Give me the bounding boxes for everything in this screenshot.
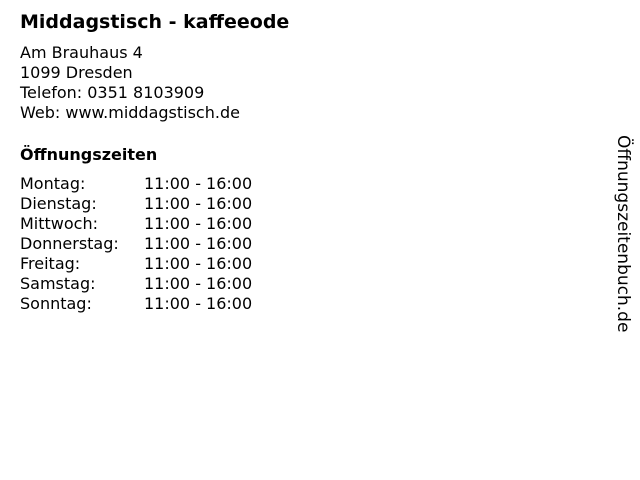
time: 11:00 - 16:00 (144, 254, 253, 273)
day: Mittwoch: (20, 214, 98, 233)
hours-row: Freitag: 11:00 - 16:00 (20, 254, 252, 274)
day: Sonntag: (20, 294, 92, 313)
city: 1099 Dresden (20, 63, 133, 82)
time: 11:00 - 16:00 (144, 274, 253, 293)
day: Freitag: (20, 254, 81, 273)
day: Samstag: (20, 274, 96, 293)
address-block: Am Brauhaus 4 1099 Dresden Telefon: 0351… (20, 43, 240, 123)
hours-table: Montag: 11:00 - 16:00 Dienstag: 11:00 - 16… (20, 174, 252, 314)
time: 11:00 - 16:00 (144, 174, 253, 193)
day: Montag: (20, 174, 86, 193)
hours-row: Mittwoch: 11:00 - 16:00 (20, 214, 252, 234)
hours-row: Samstag: 11:00 - 16:00 (20, 274, 252, 294)
hours-row: Sonntag: 11:00 - 16:00 (20, 294, 252, 314)
time: 11:00 - 16:00 (144, 294, 253, 313)
page-title: Middagstisch - kaffeeode (20, 11, 290, 33)
street: Am Brauhaus 4 (20, 43, 143, 62)
phone: Telefon: 0351 8103909 (20, 83, 205, 102)
time: 11:00 - 16:00 (144, 234, 253, 253)
side-watermark-label: Öffnungszeitenbuch.de (613, 135, 633, 333)
hours-row: Donnerstag: 11:00 - 16:00 (20, 234, 252, 254)
time: 11:00 - 16:00 (144, 214, 253, 233)
day: Donnerstag: (20, 234, 119, 253)
hours-heading: Öffnungszeiten (20, 145, 158, 164)
website: Web: www.middagstisch.de (20, 103, 240, 122)
day: Dienstag: (20, 194, 97, 213)
hours-row: Montag: 11:00 - 16:00 (20, 174, 252, 194)
time: 11:00 - 16:00 (144, 194, 253, 213)
hours-row: Dienstag: 11:00 - 16:00 (20, 194, 252, 214)
